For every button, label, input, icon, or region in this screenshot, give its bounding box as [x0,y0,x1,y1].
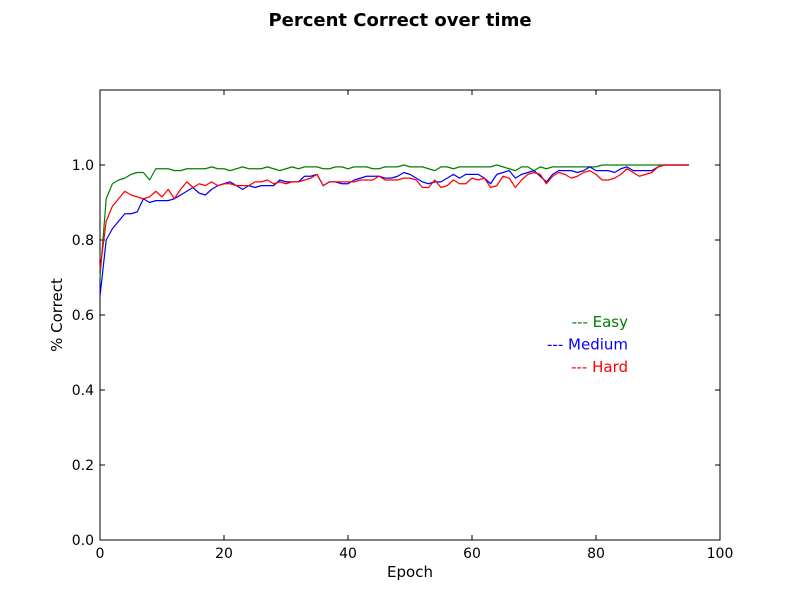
x-tick-label: 20 [215,546,233,562]
x-axis: 0 20 40 60 80 100 [96,90,734,562]
x-tick-label: 40 [339,546,357,562]
x-tick-label: 60 [463,546,481,562]
y-axis: 0.0 0.2 0.4 0.6 0.8 1.0 [72,158,720,549]
y-tick-label: 0.0 [72,533,94,549]
x-tick-label: 80 [587,546,605,562]
x-tick-label: 100 [707,546,734,562]
legend-entry-medium: --- Medium [547,336,628,354]
y-tick-label: 1.0 [72,158,94,174]
y-tick-label: 0.8 [72,233,94,249]
series-lines [99,164,689,297]
x-tick-label: 0 [96,546,105,562]
series-line-hard [99,164,689,271]
x-axis-label: Epoch [387,563,433,581]
legend-entry-easy: --- Easy [572,313,628,331]
chart-title: Percent Correct over time [268,10,531,31]
y-tick-label: 0.4 [72,383,94,399]
y-axis-label: % Correct [48,278,66,352]
legend: --- Easy --- Medium --- Hard [547,313,628,376]
y-tick-label: 0.2 [72,458,94,474]
series-line-medium [99,164,689,297]
y-tick-label: 0.6 [72,308,94,324]
legend-entry-hard: --- Hard [571,358,628,376]
